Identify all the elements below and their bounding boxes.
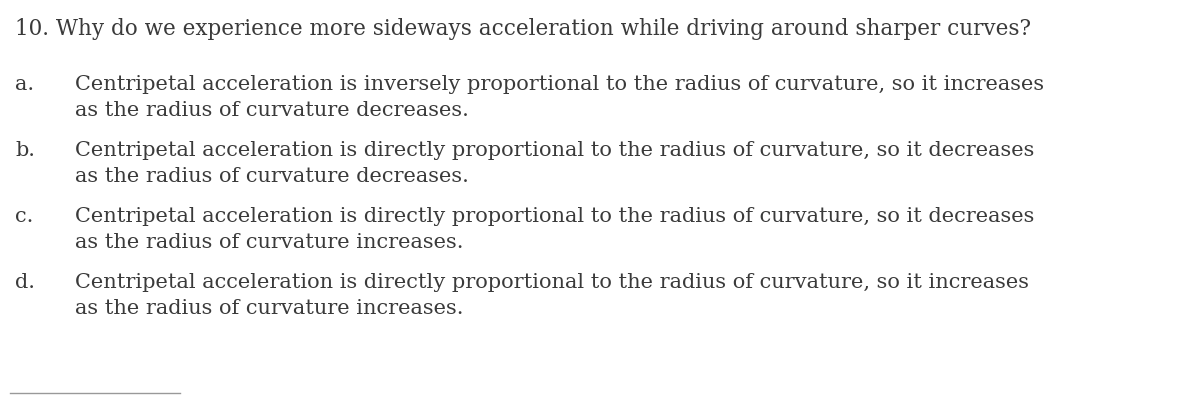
Text: as the radius of curvature decreases.: as the radius of curvature decreases. (75, 101, 469, 120)
Text: b.: b. (15, 141, 35, 160)
Text: Centripetal acceleration is directly proportional to the radius of curvature, so: Centripetal acceleration is directly pro… (75, 207, 1034, 226)
Text: d.: d. (15, 273, 35, 292)
Text: as the radius of curvature increases.: as the radius of curvature increases. (75, 299, 463, 318)
Text: a.: a. (15, 75, 35, 94)
Text: Centripetal acceleration is directly proportional to the radius of curvature, so: Centripetal acceleration is directly pro… (75, 273, 1029, 292)
Text: as the radius of curvature increases.: as the radius of curvature increases. (75, 233, 463, 252)
Text: 10. Why do we experience more sideways acceleration while driving around sharper: 10. Why do we experience more sideways a… (15, 18, 1031, 40)
Text: Centripetal acceleration is directly proportional to the radius of curvature, so: Centripetal acceleration is directly pro… (75, 141, 1034, 160)
Text: as the radius of curvature decreases.: as the radius of curvature decreases. (75, 167, 469, 186)
Text: Centripetal acceleration is inversely proportional to the radius of curvature, s: Centripetal acceleration is inversely pr… (75, 75, 1044, 94)
Text: c.: c. (15, 207, 33, 226)
